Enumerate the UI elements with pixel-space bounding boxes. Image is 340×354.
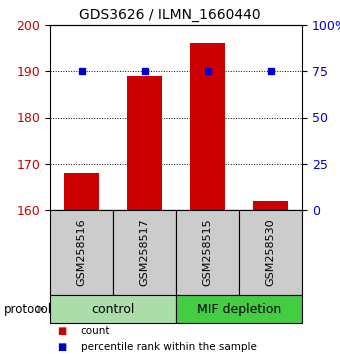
Bar bbox=[239, 210, 302, 295]
Bar bbox=[127, 76, 162, 210]
Text: GDS3626 / ILMN_1660440: GDS3626 / ILMN_1660440 bbox=[79, 8, 261, 22]
Bar bbox=[50, 210, 113, 295]
Text: MIF depletion: MIF depletion bbox=[197, 303, 281, 315]
Text: control: control bbox=[91, 303, 135, 315]
Text: percentile rank within the sample: percentile rank within the sample bbox=[81, 342, 256, 352]
Bar bbox=[113, 210, 176, 295]
Bar bbox=[253, 201, 288, 210]
Text: ■: ■ bbox=[57, 342, 66, 352]
Bar bbox=[64, 173, 99, 210]
Bar bbox=[190, 44, 225, 210]
Text: ■: ■ bbox=[57, 326, 66, 336]
Text: protocol: protocol bbox=[3, 303, 52, 315]
Bar bbox=[50, 295, 176, 323]
Text: GSM258517: GSM258517 bbox=[139, 219, 150, 286]
Bar bbox=[176, 210, 239, 295]
Text: count: count bbox=[81, 326, 110, 336]
Text: GSM258530: GSM258530 bbox=[266, 219, 275, 286]
Text: GSM258516: GSM258516 bbox=[76, 219, 86, 286]
Text: GSM258515: GSM258515 bbox=[203, 219, 212, 286]
Bar bbox=[176, 295, 302, 323]
